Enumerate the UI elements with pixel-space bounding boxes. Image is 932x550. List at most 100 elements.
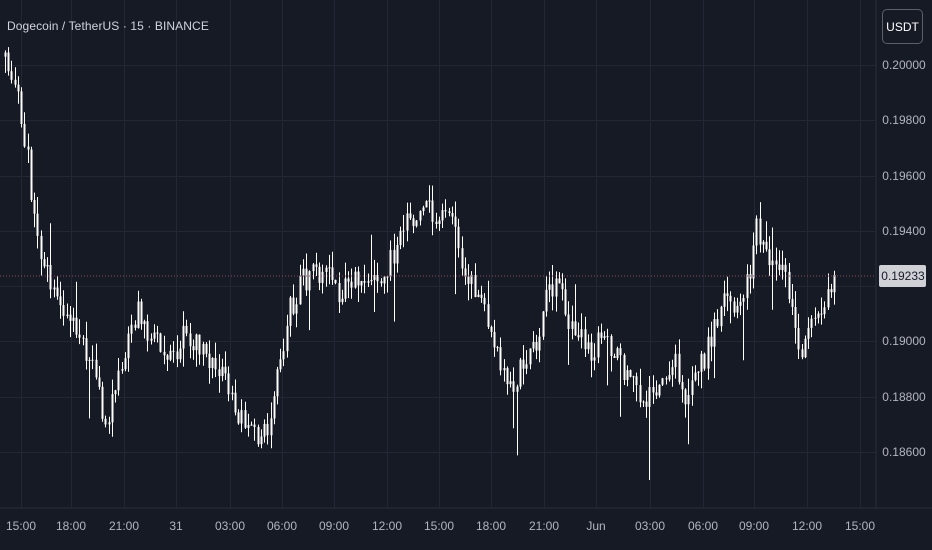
candle-body [156, 332, 159, 334]
candle-body [567, 314, 570, 329]
candle-body [665, 378, 668, 380]
candle-body [363, 281, 366, 283]
candle-body [82, 337, 85, 339]
candle-body [169, 350, 172, 360]
candle-body [40, 235, 43, 260]
time-tick-label: 15:00 [424, 519, 454, 533]
candle-body [509, 381, 512, 385]
time-tick-label: 18:00 [476, 519, 506, 533]
time-tick-label: 06:00 [267, 519, 297, 533]
time-tick-label: 12:00 [372, 519, 402, 533]
candle-body [396, 245, 399, 264]
time-axis[interactable]: 15:00 18:00 21:00 31 03:00 06:00 09:00 12:00 15:… [6, 519, 875, 533]
candle-body [386, 276, 389, 278]
candle-body [464, 268, 467, 277]
candle-body [519, 359, 522, 387]
candle-body [292, 297, 295, 314]
candle-body [593, 357, 596, 361]
candle-body [781, 264, 784, 271]
candle-body [182, 325, 185, 349]
candle-body [584, 329, 587, 350]
candle-body [532, 342, 535, 349]
candle-body [98, 377, 101, 387]
candle-body [700, 353, 703, 372]
time-tick-label: 15:00 [845, 519, 875, 533]
candle-body [794, 307, 797, 328]
candle-body [454, 216, 457, 227]
candle-body [652, 387, 655, 393]
time-tick-label: 03:00 [635, 519, 665, 533]
candle-body [538, 336, 541, 351]
candle-body [623, 355, 626, 380]
candle-body [214, 358, 217, 370]
candle-body [574, 321, 577, 336]
candle-body [655, 392, 658, 396]
candle-body [516, 386, 519, 392]
candle-body [648, 387, 651, 407]
candle-body [14, 79, 17, 85]
candle-body [334, 279, 337, 283]
candle-body [347, 278, 350, 282]
candle-body [674, 353, 677, 368]
candle-body [691, 380, 694, 395]
candle-body [626, 370, 629, 380]
candle-body [393, 249, 396, 264]
candle-body [95, 359, 98, 378]
candle-body [331, 267, 334, 280]
candle-body [587, 342, 590, 350]
candle-body [130, 324, 133, 334]
candle-body [419, 210, 422, 221]
candle-body [438, 220, 441, 224]
candle-body [85, 338, 88, 361]
time-tick-label: 09:00 [739, 519, 769, 533]
candle-body [616, 348, 619, 358]
candle-body [338, 283, 341, 303]
candlestick-series [4, 47, 836, 480]
time-tick-label: 12:00 [792, 519, 822, 533]
candle-body [606, 336, 609, 338]
candle-body [765, 241, 768, 250]
candle-body [804, 338, 807, 358]
candle-body [176, 351, 179, 360]
candle-body [687, 395, 690, 405]
time-tick-label: 15:00 [6, 519, 36, 533]
candle-body [703, 353, 706, 369]
candle-body [720, 306, 723, 327]
candle-body [166, 355, 169, 360]
candle-body [431, 200, 434, 222]
candle-body [619, 348, 622, 356]
candle-body [312, 264, 315, 272]
candle-body [435, 221, 438, 224]
candle-body [545, 289, 548, 312]
candle-body [580, 329, 583, 338]
candle-body [286, 325, 289, 352]
price-axis[interactable]: 0.20000 0.19800 0.19600 0.19400 0.19000 0.188… [882, 58, 926, 459]
time-tick-label: 09:00 [319, 519, 349, 533]
candle-body [260, 436, 263, 445]
currency-button[interactable]: USDT [882, 9, 923, 44]
time-tick-label: Jun [586, 519, 605, 533]
candle-body [827, 289, 830, 308]
candle-body [493, 331, 496, 348]
candle-body [613, 356, 616, 358]
candle-body [600, 332, 603, 338]
candle-body [263, 423, 266, 437]
candle-body [506, 368, 509, 385]
candle-body [189, 333, 192, 347]
candle-body [535, 342, 538, 351]
candle-body [810, 318, 813, 328]
candle-body [117, 370, 120, 391]
candle-body [697, 371, 700, 373]
candle-body [791, 299, 794, 307]
candle-body [409, 213, 412, 219]
time-tick-label: 31 [169, 519, 183, 533]
candle-body [444, 210, 447, 212]
candle-body [710, 336, 713, 347]
candle-body [104, 418, 107, 425]
candle-body [399, 230, 402, 245]
candle-body [406, 213, 409, 231]
candle-body [231, 392, 234, 395]
candle-body [108, 422, 111, 425]
time-tick-label: 21:00 [109, 519, 139, 533]
